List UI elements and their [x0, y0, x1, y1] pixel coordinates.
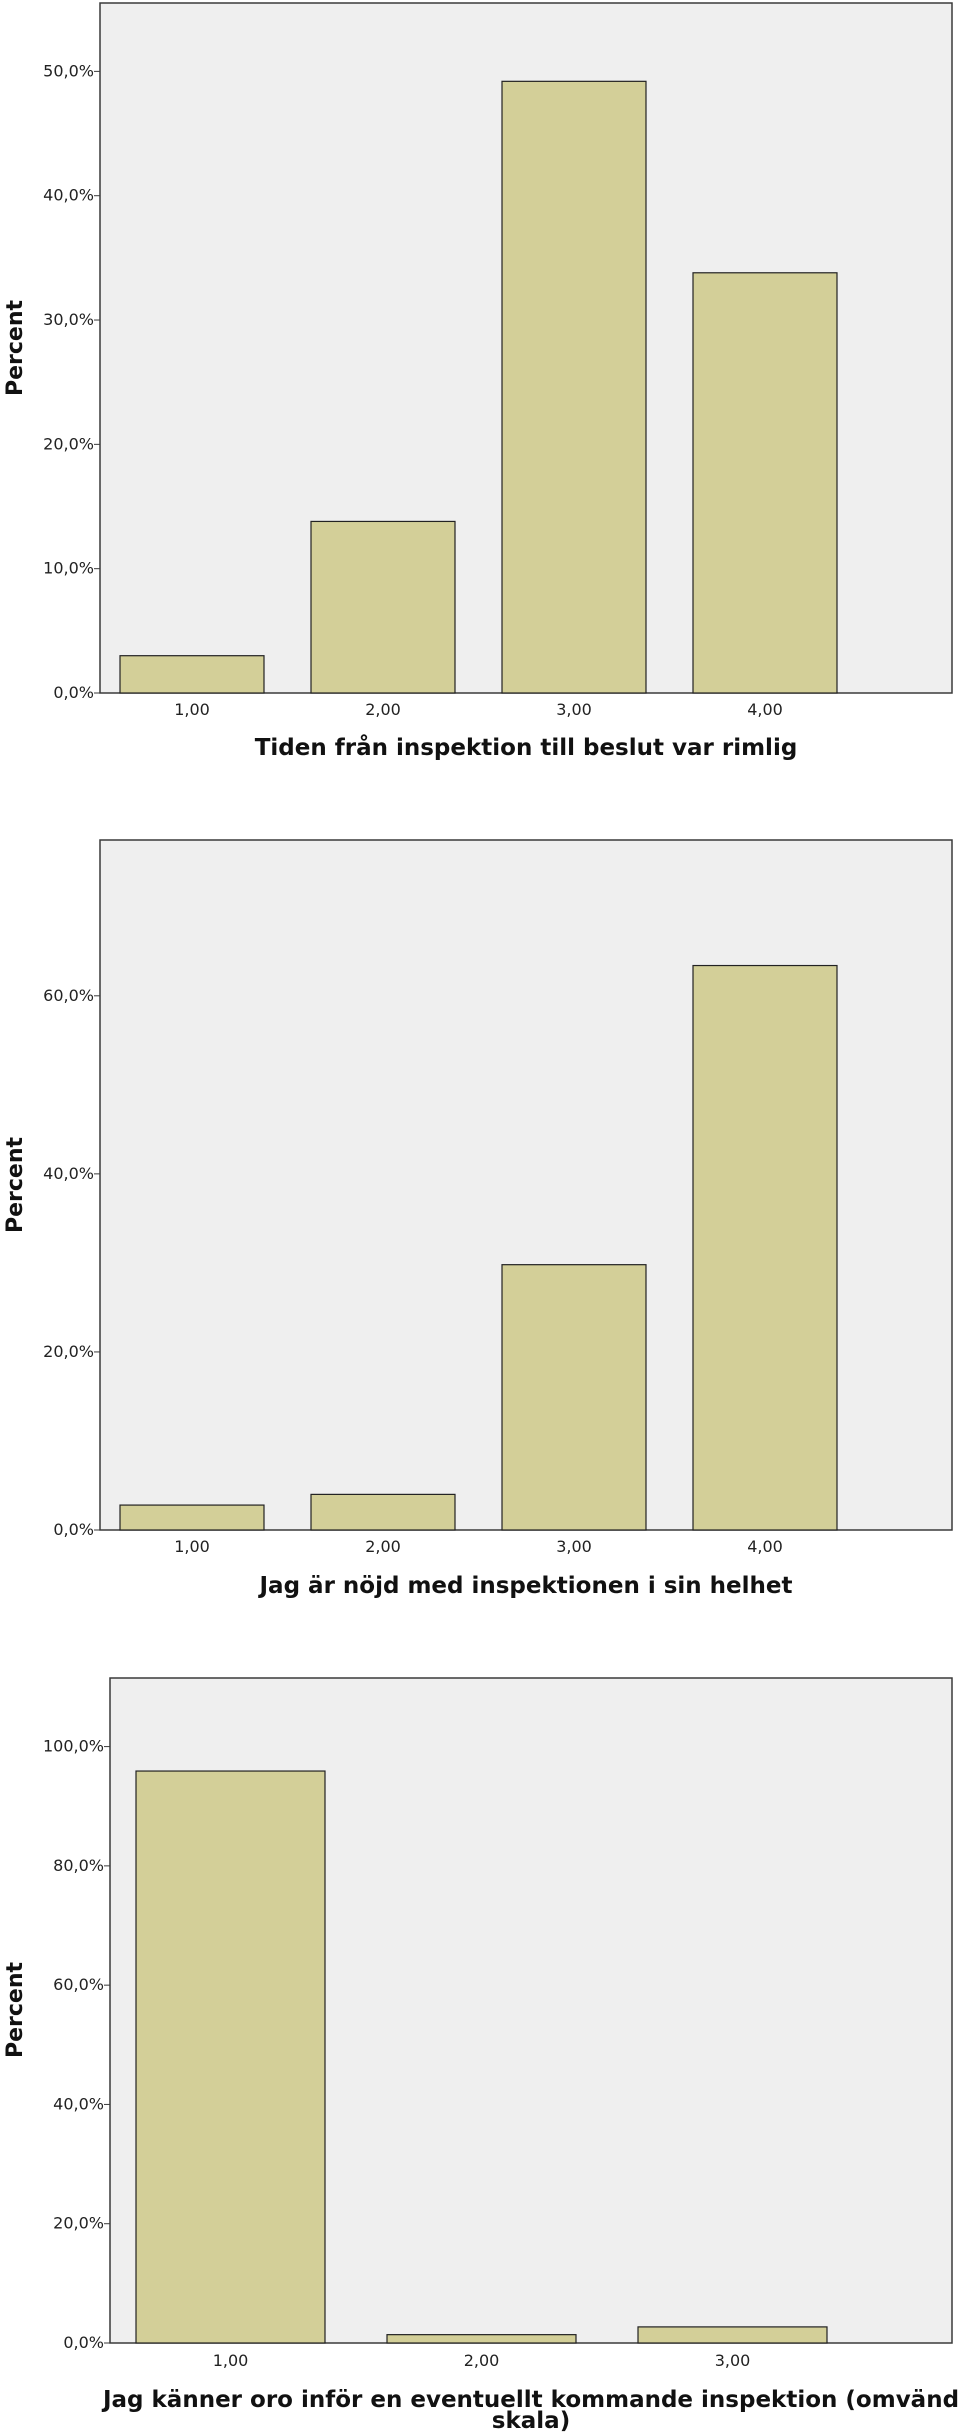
- chart-2-ytick-label: 60,0%: [43, 986, 94, 1005]
- chart-1-ytick: 50,0%: [43, 61, 100, 80]
- chart-3-ytick: 20,0%: [53, 2214, 110, 2233]
- chart-1-xtick-label: 2,00: [365, 700, 401, 719]
- chart-2-xtick-label: 2,00: [365, 1537, 401, 1556]
- chart-3-ytick-label: 0,0%: [63, 2333, 104, 2352]
- chart-3-xticks: 1,00 2,00 3,00: [213, 2351, 751, 2370]
- chart-3-xtick-label: 3,00: [715, 2351, 751, 2370]
- chart-2-ytick: 20,0%: [43, 1342, 100, 1361]
- chart-1-bar: [501, 80, 647, 694]
- chart-2-bar: [692, 964, 838, 1531]
- chart-3-ytick: 100,0%: [43, 1737, 110, 1756]
- chart-2-xticks: 1,00 2,00 3,00 4,00: [174, 1537, 783, 1556]
- chart-3-bar: [135, 1770, 326, 2344]
- chart-2-bar: [119, 1504, 265, 1531]
- chart-3: 0,0% 20,0% 40,0% 60,0% 80,0% 100,0% 1,00…: [3, 1677, 959, 2434]
- chart-2-bar: [310, 1493, 456, 1531]
- chart-1-ytick-label: 20,0%: [43, 434, 94, 453]
- chart-1-ytick: 10,0%: [43, 559, 100, 578]
- chart-3-ytick: 40,0%: [53, 2094, 110, 2113]
- chart-3-xtick-label: 2,00: [464, 2351, 500, 2370]
- chart-2: 0,0% 20,0% 40,0% 60,0% 1,00 2,00 3,00 4,…: [3, 839, 953, 1599]
- chart-1-ytick: 0,0%: [53, 683, 100, 702]
- chart-3-yticks: 0,0% 20,0% 40,0% 60,0% 80,0% 100,0%: [43, 1737, 110, 2352]
- chart-2-x-axis-title: Jag är nöjd med inspektionen i sin helhe…: [258, 1573, 793, 1599]
- chart-2-bars: [119, 964, 838, 1531]
- chart-2-xtick-label: 1,00: [174, 1537, 210, 1556]
- chart-3-ytick-label: 60,0%: [53, 1975, 104, 1994]
- chart-1-xtick-label: 3,00: [556, 700, 592, 719]
- chart-2-yticks: 0,0% 20,0% 40,0% 60,0%: [43, 986, 100, 1539]
- chart-1-ytick-label: 10,0%: [43, 559, 94, 578]
- chart-3-xtick-label: 1,00: [213, 2351, 249, 2370]
- chart-1-bar: [119, 655, 265, 694]
- chart-3-ytick: 60,0%: [53, 1975, 110, 1994]
- chart-3-bar: [386, 2334, 577, 2344]
- chart-2-ytick: 40,0%: [43, 1164, 100, 1183]
- chart-1-ytick-label: 50,0%: [43, 61, 94, 80]
- chart-3-x-axis-title-line-2: skala): [492, 2408, 570, 2434]
- chart-1-xticks: 1,00 2,00 3,00 4,00: [174, 700, 783, 719]
- chart-2-xtick-label: 4,00: [747, 1537, 783, 1556]
- chart-1-ytick-label: 40,0%: [43, 186, 94, 205]
- chart-1: 0,0% 10,0% 20,0% 30,0% 40,0% 50,0% 1,00 …: [3, 2, 953, 761]
- chart-3-ytick-label: 40,0%: [53, 2094, 104, 2113]
- chart-2-ytick-label: 40,0%: [43, 1164, 94, 1183]
- chart-2-xtick-label: 3,00: [556, 1537, 592, 1556]
- chart-3-bar: [637, 2326, 828, 2344]
- chart-2-ytick: 0,0%: [53, 1520, 100, 1539]
- chart-2-ytick-label: 0,0%: [53, 1520, 94, 1539]
- chart-1-ytick: 20,0%: [43, 434, 100, 453]
- chart-1-xtick-label: 4,00: [747, 700, 783, 719]
- chart-1-y-axis-title: Percent: [3, 300, 28, 397]
- chart-3-y-axis-title: Percent: [3, 1962, 28, 2059]
- chart-1-x-axis-title: Tiden från inspektion till beslut var ri…: [255, 734, 798, 761]
- chart-3-bars: [135, 1770, 828, 2344]
- chart-3-ytick-label: 20,0%: [53, 2214, 104, 2233]
- chart-1-bars: [119, 80, 838, 694]
- chart-2-bar: [501, 1264, 647, 1531]
- chart-1-ytick: 40,0%: [43, 186, 100, 205]
- chart-1-ytick: 30,0%: [43, 310, 100, 329]
- chart-1-bar: [310, 520, 456, 694]
- chart-1-yticks: 0,0% 10,0% 20,0% 30,0% 40,0% 50,0%: [43, 61, 100, 702]
- chart-2-y-axis-title: Percent: [3, 1137, 28, 1234]
- chart-3-ytick: 0,0%: [63, 2333, 110, 2352]
- chart-1-ytick-label: 30,0%: [43, 310, 94, 329]
- chart-2-ytick-label: 20,0%: [43, 1342, 94, 1361]
- chart-1-bar: [692, 272, 838, 694]
- chart-3-x-axis-title-line-1: Jag känner oro inför en eventuellt komma…: [101, 2387, 959, 2413]
- chart-3-ytick: 80,0%: [53, 1856, 110, 1875]
- chart-3-ytick-label: 100,0%: [43, 1737, 104, 1756]
- chart-3-ytick-label: 80,0%: [53, 1856, 104, 1875]
- chart-1-ytick-label: 0,0%: [53, 683, 94, 702]
- chart-1-xtick-label: 1,00: [174, 700, 210, 719]
- chart-2-ytick: 60,0%: [43, 986, 100, 1005]
